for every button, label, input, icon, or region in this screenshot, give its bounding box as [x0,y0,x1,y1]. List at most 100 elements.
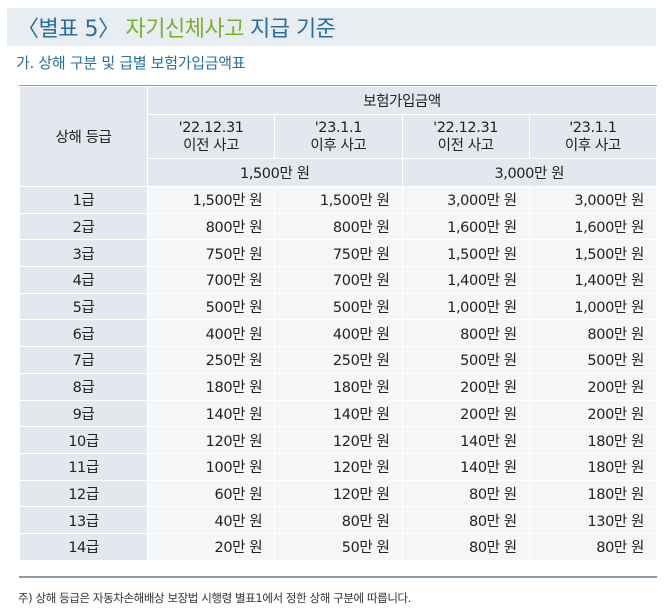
amount-cell: 250만 원 [274,346,403,374]
amount-cell: 120만 원 [274,479,403,508]
table-row: 3급 750만 원 750만 원 1,500만 원 1,500만 원 [19,239,658,268]
amount-cell: 140만 원 [274,399,403,428]
grade-cell: 11급 [19,452,148,481]
grade-cell: 3급 [19,239,148,268]
amount-cell: 700만 원 [146,266,276,294]
title-rest: 지급 기준 [249,17,336,42]
grade-cell: 4급 [19,266,148,294]
amount-cell: 180만 원 [528,452,658,481]
amount-cell: 80만 원 [528,532,658,561]
period-header: '23.1.1 이후 사고 [528,114,658,159]
amount-cell: 80만 원 [274,506,403,534]
amount-cell: 750만 원 [146,239,276,268]
amount-cell: 200만 원 [528,399,658,428]
grade-cell: 7급 [19,346,148,374]
table-title: 〈별표 5〉 자기신체사고 지급 기준 [7,8,656,46]
amount-cell: 200만 원 [401,372,530,401]
amount-cell: 1,400만 원 [528,266,658,294]
amount-cell: 1,000만 원 [401,292,530,321]
amount-cell: 1,500만 원 [274,186,403,214]
period-header: '22.12.31 이전 사고 [401,114,530,159]
grade-cell: 1급 [19,186,148,214]
amount-cell: 800만 원 [274,212,403,241]
amount-cell: 1,500만 원 [146,186,276,214]
amount-cell: 800만 원 [528,319,658,348]
amount-cell: 500만 원 [528,346,658,374]
amount-cell: 80만 원 [401,532,530,561]
amount-cell: 500만 원 [401,346,530,374]
table-row: 9급 140만 원 140만 원 200만 원 200만 원 [19,399,658,428]
table-row: 1급 1,500만 원 1,500만 원 3,000만 원 3,000만 원 [19,186,658,214]
amount-cell: 50만 원 [274,532,403,561]
table-row: 4급 700만 원 700만 원 1,400만 원 1,400만 원 [19,266,658,294]
table-row: 5급 500만 원 500만 원 1,000만 원 1,000만 원 [19,292,658,321]
table-row: 10급 120만 원 120만 원 140만 원 180만 원 [19,426,658,454]
grade-cell: 2급 [19,212,148,241]
grade-cell: 14급 [19,532,148,561]
amount-cell: 40만 원 [146,506,276,534]
amount-cell: 1,500만 원 [528,239,658,268]
grade-cell: 5급 [19,292,148,321]
amount-cell: 3,000만 원 [401,186,530,214]
amount-cell: 180만 원 [146,372,276,401]
amount-cell: 500만 원 [146,292,276,321]
amount-cell: 250만 원 [146,346,276,374]
insurance-amount-table: 상해 등급 보험가입금액 '22.12.31 이전 사고 '23.1.1 이후 사고… [19,86,658,561]
amount-cell: 200만 원 [401,399,530,428]
table-row: 8급 180만 원 180만 원 200만 원 200만 원 [19,372,658,401]
amount-cell: 180만 원 [274,372,403,401]
table-subtitle: 가. 상해 구분 및 급별 보험가입금액표 [16,54,246,72]
amount-cell: 130만 원 [528,506,658,534]
grade-cell: 12급 [19,479,148,508]
amount-cell: 400만 원 [274,319,403,348]
grade-cell: 13급 [19,506,148,534]
amount-cell: 1,500만 원 [401,239,530,268]
amount-cell: 1,400만 원 [401,266,530,294]
amount-cell: 3,000만 원 [528,186,658,214]
title-label: 〈별표 5〉 [17,17,120,42]
amount-cell: 700만 원 [274,266,403,294]
grade-cell: 8급 [19,372,148,401]
amount-cell: 200만 원 [528,372,658,401]
amount-cell: 60만 원 [146,479,276,508]
table-row: 13급 40만 원 80만 원 80만 원 130만 원 [19,506,658,534]
table-row: 14급 20만 원 50만 원 80만 원 80만 원 [19,532,658,561]
amount-header: 1,500만 원 [147,158,403,187]
amount-cell: 1,600만 원 [401,212,530,241]
amount-cell: 100만 원 [146,452,276,481]
grade-column-header: 상해 등급 [19,86,148,187]
footnote: 주) 상해 등급은 자동차손해배상 보장법 시행령 별표1에서 정한 상해 구분… [18,591,411,605]
amount-cell: 750만 원 [274,239,403,268]
period-header: '22.12.31 이전 사고 [146,114,276,159]
table-row: 6급 400만 원 400만 원 800만 원 800만 원 [19,319,658,348]
amount-cell: 120만 원 [274,426,403,454]
title-highlight: 자기신체사고 [125,17,245,42]
amount-cell: 140만 원 [401,452,530,481]
amount-cell: 120만 원 [274,452,403,481]
period-header: '23.1.1 이후 사고 [274,114,403,159]
amount-cell: 1,600만 원 [528,212,658,241]
amount-header: 3,000만 원 [401,158,657,187]
amount-cell: 180만 원 [528,479,658,508]
amount-cell: 20만 원 [146,532,276,561]
amount-cell: 140만 원 [401,426,530,454]
amount-cell: 800만 원 [401,319,530,348]
table-row: 11급 100만 원 120만 원 140만 원 180만 원 [19,452,658,481]
table-bottom-rule [19,576,657,578]
amount-cell: 140만 원 [146,399,276,428]
amount-cell: 1,000만 원 [528,292,658,321]
amount-cell: 80만 원 [401,506,530,534]
insured-amount-header: 보험가입금액 [147,86,657,115]
amount-cell: 800만 원 [146,212,276,241]
grade-cell: 10급 [19,426,148,454]
grade-cell: 9급 [19,399,148,428]
table-row: 7급 250만 원 250만 원 500만 원 500만 원 [19,346,658,374]
amount-cell: 80만 원 [401,479,530,508]
amount-cell: 180만 원 [528,426,658,454]
amount-cell: 120만 원 [146,426,276,454]
table-row: 2급 800만 원 800만 원 1,600만 원 1,600만 원 [19,212,658,241]
grade-cell: 6급 [19,319,148,348]
amount-cell: 400만 원 [146,319,276,348]
table-row: 12급 60만 원 120만 원 80만 원 180만 원 [19,479,658,508]
amount-cell: 500만 원 [274,292,403,321]
